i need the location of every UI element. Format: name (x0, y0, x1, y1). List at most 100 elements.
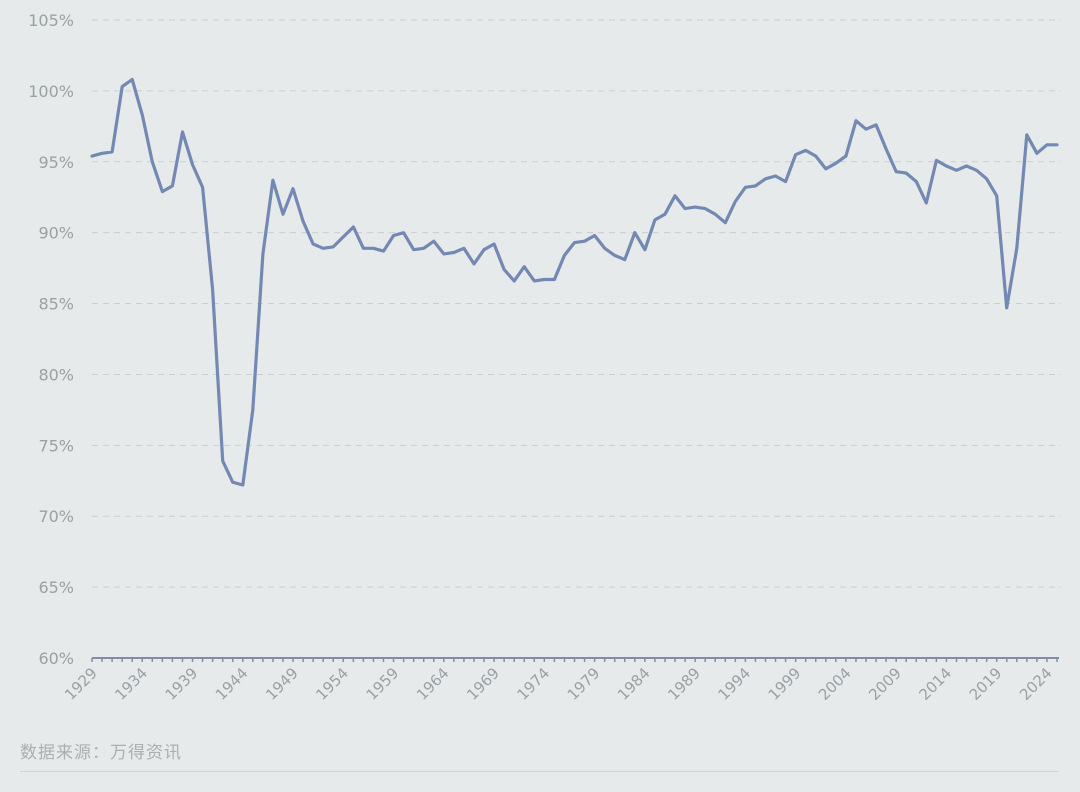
data-point (372, 247, 375, 250)
data-point (764, 177, 767, 180)
data-point (100, 152, 104, 155)
data-point (714, 213, 717, 216)
data-point (804, 149, 807, 152)
data-point (905, 171, 908, 175)
data-point (704, 207, 707, 210)
data-point (301, 220, 305, 223)
x-tick-label: 1994 (714, 664, 754, 704)
data-point (1025, 133, 1029, 136)
data-point (121, 85, 124, 88)
data-point (523, 265, 526, 268)
data-point (482, 248, 486, 251)
data-point (623, 258, 626, 261)
data-point (1045, 143, 1049, 146)
data-point (322, 247, 325, 250)
data-point (332, 245, 335, 248)
x-tick-label: 1979 (564, 664, 604, 704)
data-point (422, 247, 425, 250)
y-tick-label: 95% (38, 153, 74, 172)
data-point (281, 213, 285, 216)
data-point (895, 170, 898, 173)
data-point (533, 279, 536, 283)
data-point (633, 231, 636, 234)
footer-divider (20, 771, 1058, 772)
data-point (653, 218, 657, 222)
data-point (844, 154, 848, 158)
x-tick-label: 1989 (664, 664, 704, 704)
x-tick-label: 1969 (463, 664, 503, 704)
series-line (90, 77, 1059, 487)
x-tick-label: 1929 (61, 664, 101, 704)
x-tick-label: 1939 (162, 664, 202, 704)
data-point (724, 221, 727, 224)
y-tick-label: 90% (38, 224, 74, 243)
data-point (955, 169, 958, 172)
x-tick-label: 2019 (966, 664, 1006, 704)
data-point (824, 167, 827, 171)
x-tick-label: 1959 (363, 664, 403, 704)
data-point (774, 174, 777, 178)
x-tick-label: 1949 (262, 664, 302, 704)
data-point (794, 153, 797, 156)
data-point (382, 249, 385, 253)
data-point (864, 128, 868, 131)
data-point (141, 113, 144, 117)
data-point (874, 123, 878, 127)
data-point (462, 247, 466, 250)
data-point (884, 147, 888, 151)
data-point (563, 254, 566, 257)
data-point (643, 248, 647, 251)
data-point (90, 154, 94, 158)
data-point (663, 213, 667, 216)
data-point (754, 184, 757, 188)
x-axis (91, 657, 1059, 662)
data-point (995, 194, 998, 197)
data-point (613, 254, 616, 257)
y-tick-label: 105% (28, 11, 74, 30)
data-point (583, 240, 586, 243)
data-point (231, 481, 234, 484)
data-point (131, 78, 134, 81)
data-point (553, 278, 556, 281)
data-point (211, 288, 214, 291)
data-point (693, 205, 697, 209)
data-point (472, 262, 476, 266)
data-point (1035, 152, 1039, 155)
data-point (985, 177, 988, 180)
data-point (352, 225, 355, 229)
y-tick-label: 80% (38, 365, 74, 384)
data-point (744, 186, 747, 189)
data-point (965, 164, 968, 168)
data-point (673, 194, 677, 197)
data-point (915, 180, 918, 183)
data-point (241, 483, 244, 487)
data-point (171, 184, 174, 188)
data-point (442, 252, 445, 256)
x-tick-label: 1999 (765, 664, 805, 704)
x-tick-label: 1954 (312, 664, 352, 704)
x-tick-label: 1934 (111, 664, 151, 704)
y-tick-label: 70% (38, 507, 74, 526)
data-point (402, 231, 405, 234)
data-point (734, 200, 737, 203)
data-point (1015, 247, 1018, 250)
data-point (221, 459, 224, 463)
x-tick-label: 2004 (815, 664, 855, 704)
data-point (151, 160, 154, 163)
data-point (261, 252, 265, 256)
gridlines (92, 19, 1061, 588)
data-point (683, 207, 687, 210)
x-tick-label: 1944 (212, 664, 252, 704)
x-axis-tick-labels: 1929 1934 1939 1944 1949 1954 1959 1964 1969 1974… (61, 664, 1056, 704)
data-point (1005, 306, 1008, 309)
x-tick-label: 1984 (614, 664, 654, 704)
data-point (452, 251, 456, 254)
data-point (935, 159, 938, 162)
data-point (834, 162, 838, 165)
data-point (311, 242, 315, 246)
y-tick-label: 60% (38, 649, 74, 668)
series-layer (90, 77, 1059, 487)
x-tick-label: 1964 (413, 664, 453, 704)
data-point (362, 247, 365, 250)
